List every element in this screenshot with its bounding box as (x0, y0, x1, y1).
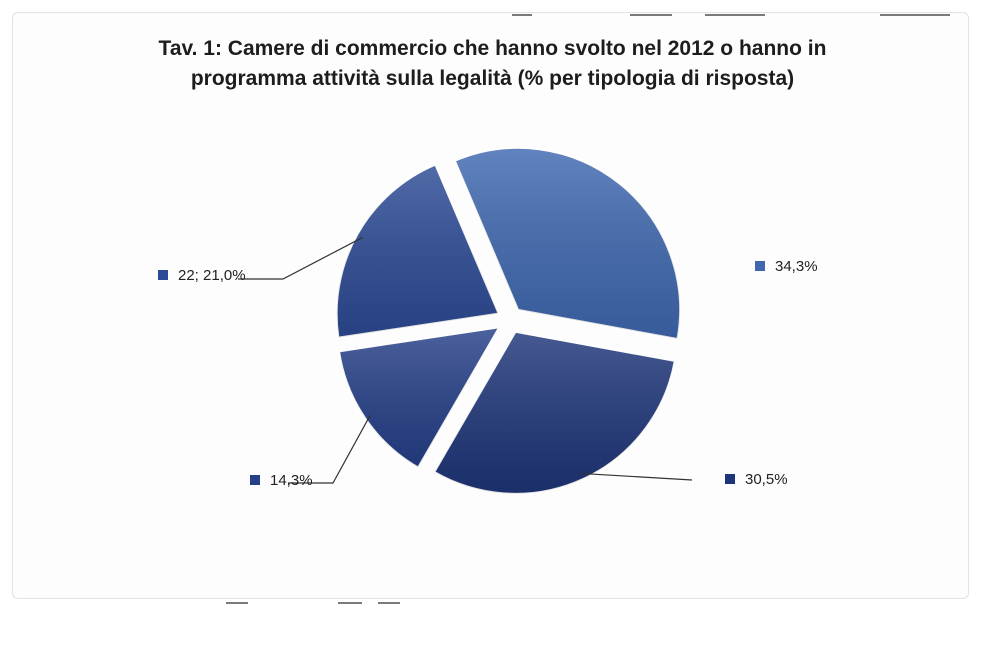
scan-mark (705, 14, 765, 16)
pie-labels: 34,3% 30,5% 14,3% 22; 21,0% (158, 236, 818, 489)
pie-slice-shading (434, 331, 675, 494)
label-swatch (755, 261, 765, 271)
label-swatch (250, 475, 260, 485)
data-label: 30,5% (745, 471, 788, 488)
pie-slice-shading (454, 147, 681, 339)
scan-mark (338, 602, 362, 604)
data-label: 22; 21,0% (178, 267, 246, 284)
pie-slice-shading (336, 164, 499, 338)
leader-line (580, 472, 693, 481)
scan-mark (880, 14, 950, 16)
pie-slices (335, 146, 682, 495)
pie-slice-shading (339, 327, 500, 468)
data-label: 14,3% (270, 472, 313, 489)
leader-line (288, 414, 371, 484)
data-label: 34,3% (775, 258, 818, 275)
scan-mark (378, 602, 400, 604)
label-swatch (725, 474, 735, 484)
scan-mark (512, 14, 532, 16)
scan-mark (630, 14, 672, 16)
label-swatch (158, 270, 168, 280)
leader-line (238, 236, 363, 280)
scan-mark (226, 602, 248, 604)
chart-title: Tav. 1: Camere di commercio che hanno sv… (158, 37, 827, 90)
